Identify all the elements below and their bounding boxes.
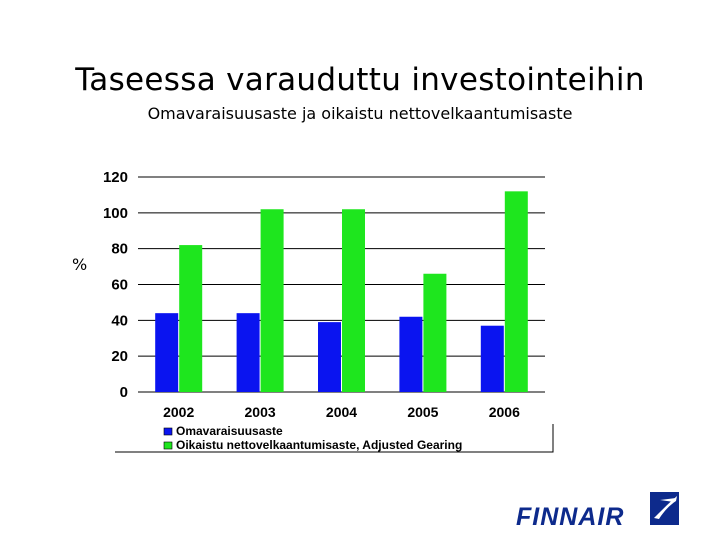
x-tick-label: 2004 (326, 404, 357, 420)
finnair-logo-text: FINNAIR (516, 503, 624, 530)
legend-border (115, 424, 554, 453)
finnair-logo: FINNAIR (516, 492, 679, 530)
x-tick-labels: 2002 2003 2004 2005 2006 (163, 404, 520, 420)
legend-label-1: Oikaistu nettovelkaantumisaste, Adjusted… (176, 438, 462, 452)
y-tick-label: 20 (111, 348, 128, 365)
y-tick-label: 60 (111, 277, 128, 294)
bar-series-1-2005 (423, 273, 447, 392)
gridlines (138, 176, 545, 393)
finnair-bird-icon (650, 492, 679, 525)
bar-series-0-2005 (399, 316, 423, 392)
bar-series-0-2006 (480, 325, 504, 392)
x-tick-label: 2006 (489, 404, 520, 420)
bar-series-0-2002 (155, 313, 179, 392)
legend-swatch-0 (163, 427, 173, 436)
bars (155, 191, 528, 392)
bar-series-1-2004 (342, 209, 365, 392)
chart-subtitle: Omavaraisuusaste ja oikaistu nettovelkaa… (147, 104, 573, 123)
x-tick-label: 2003 (245, 404, 276, 420)
bar-series-0-2004 (318, 322, 341, 392)
y-tick-label: 120 (103, 169, 128, 186)
y-tick-label: 80 (111, 241, 128, 258)
bar-series-1-2003 (260, 209, 284, 392)
bar-series-1-2002 (179, 245, 203, 392)
x-tick-label: 2002 (163, 404, 194, 420)
y-axis-unit-label: % (72, 255, 88, 274)
legend-swatch-1 (163, 441, 173, 450)
y-tick-labels: 0 20 40 60 80 100 120 (103, 169, 128, 401)
legend-label-0: Omavaraisuusaste (176, 424, 283, 438)
chart-title: Taseessa varauduttu investointeihin (75, 62, 645, 98)
bar-series-1-2006 (504, 191, 528, 392)
y-tick-label: 0 (120, 384, 128, 401)
x-tick-label: 2005 (407, 404, 438, 420)
bar-series-0-2003 (236, 313, 260, 392)
y-tick-label: 100 (103, 205, 128, 222)
y-tick-label: 40 (111, 312, 128, 329)
